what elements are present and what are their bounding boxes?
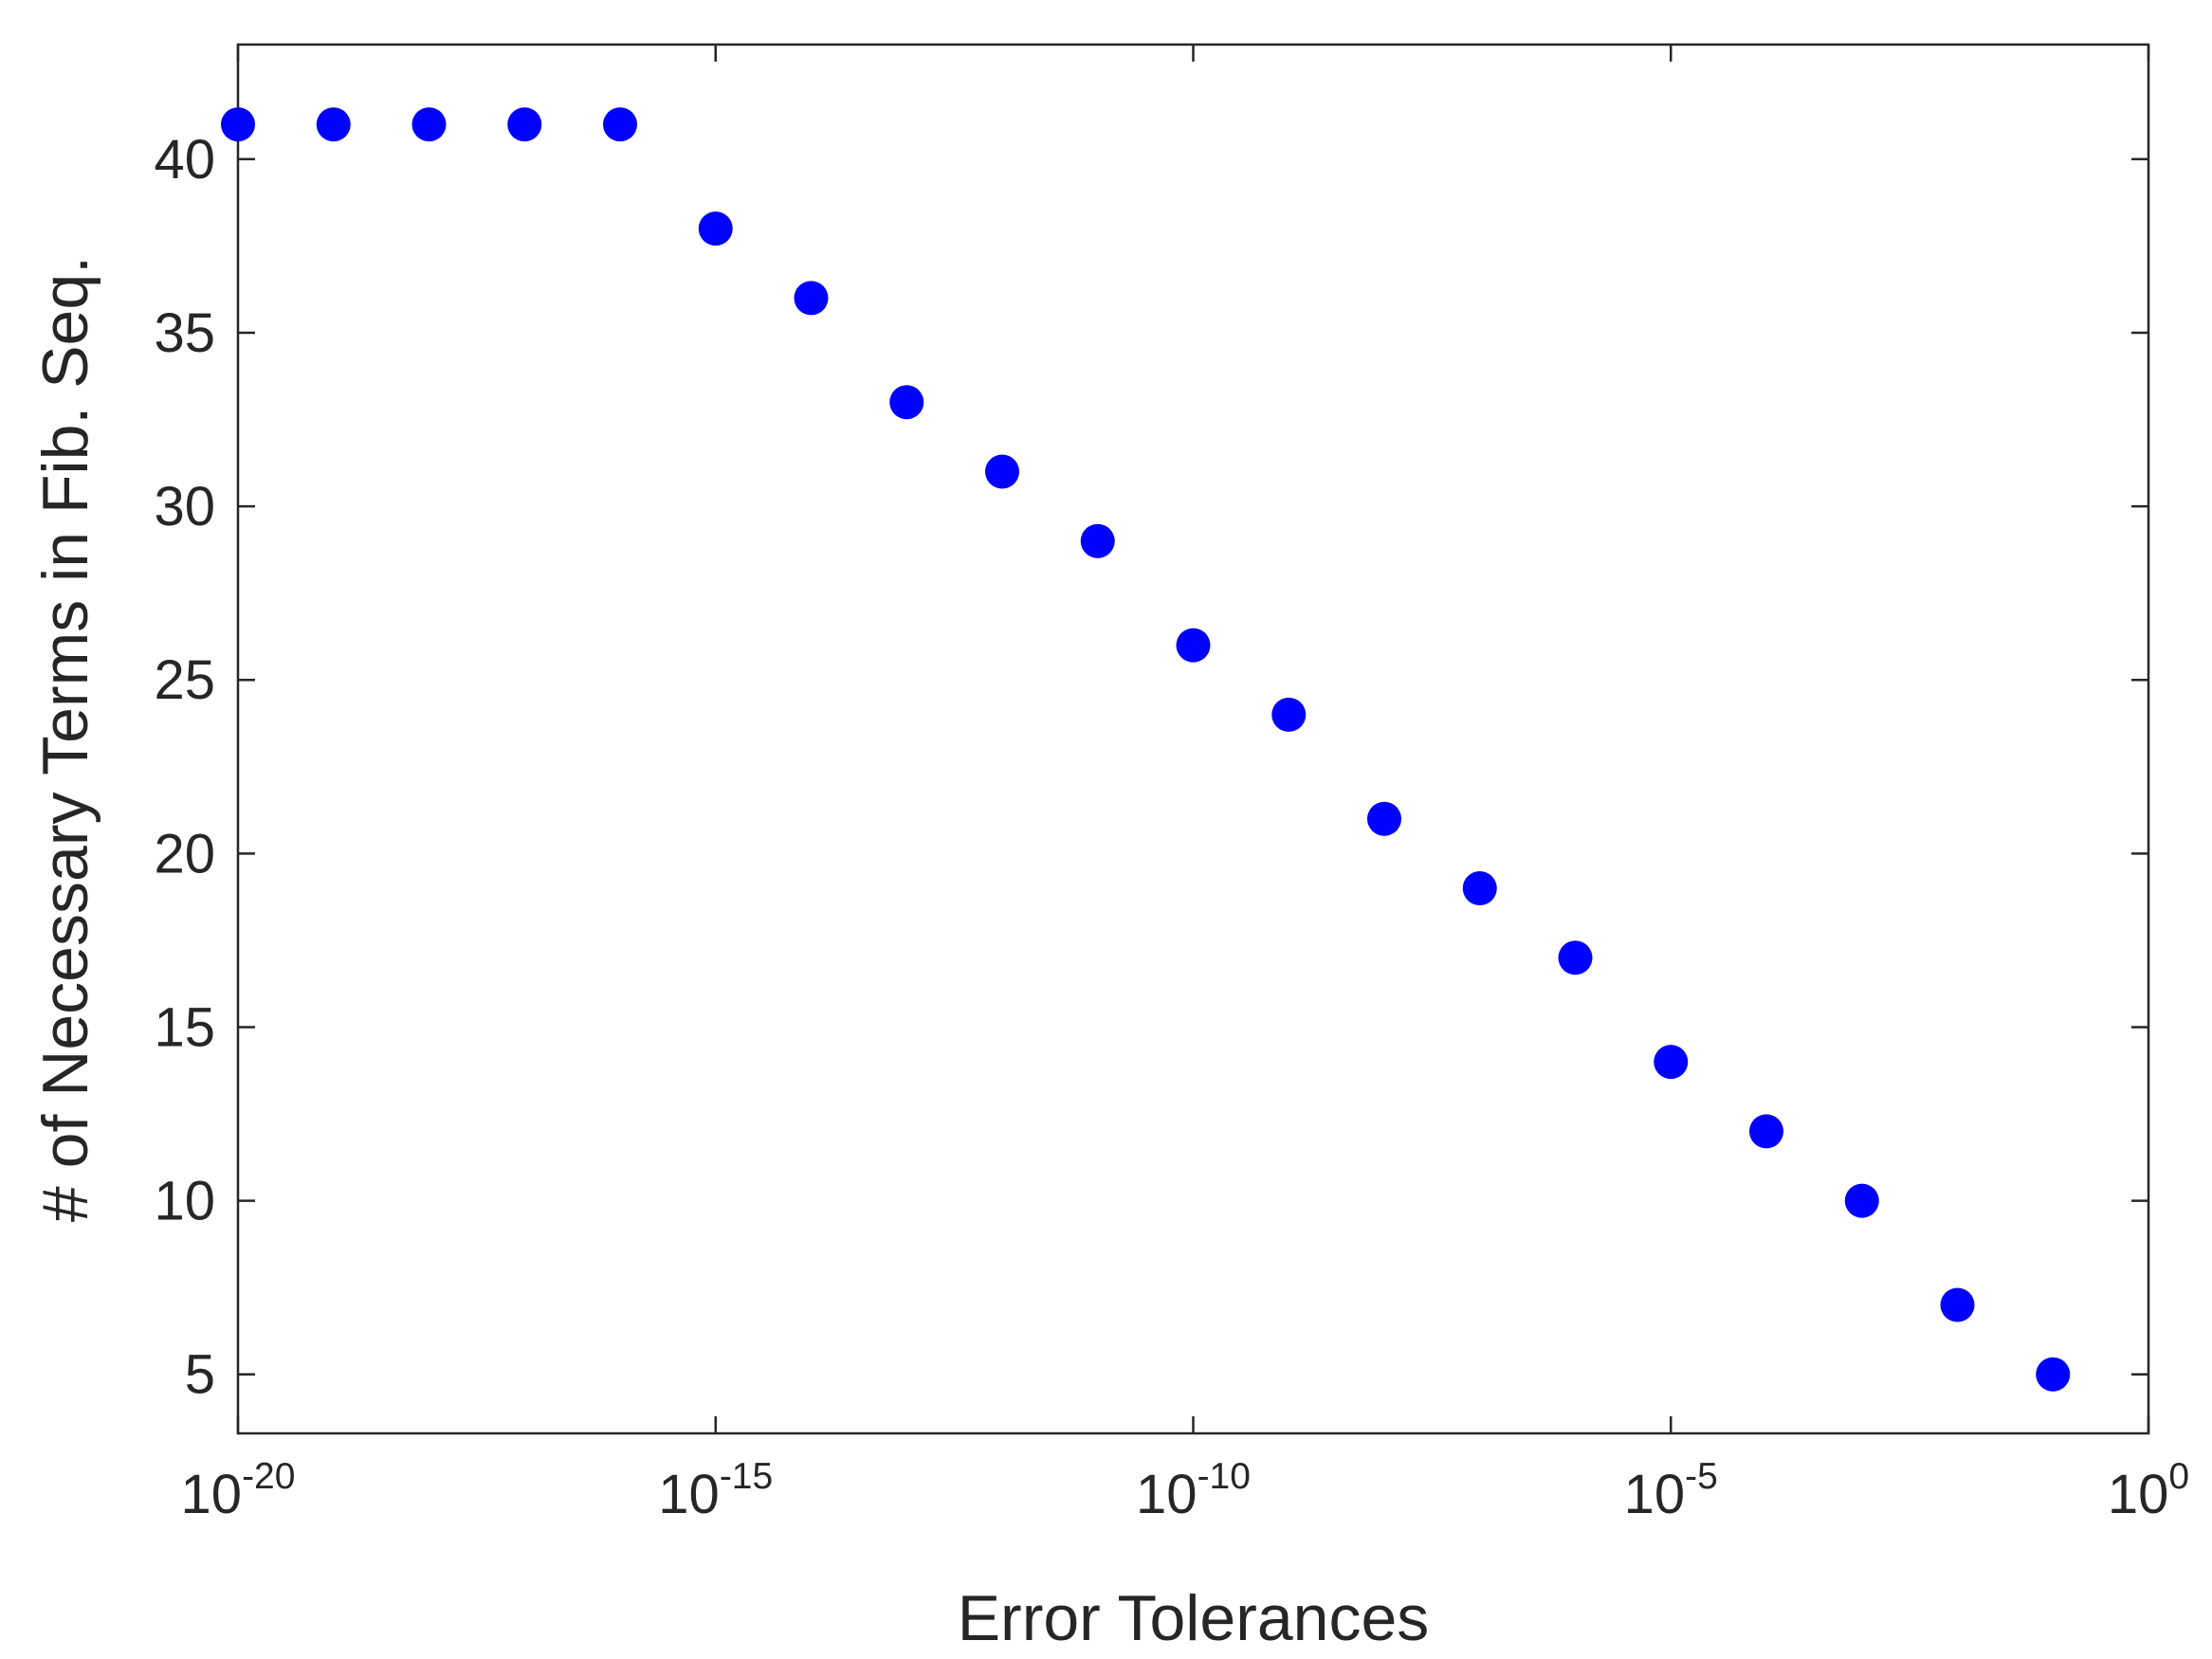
data-point [1558, 940, 1593, 975]
data-point [889, 385, 924, 420]
y-tick-label: 25 [154, 649, 215, 711]
data-point [2036, 1357, 2071, 1392]
data-point [316, 107, 351, 142]
data-point [1654, 1045, 1689, 1080]
data-points [221, 107, 2071, 1392]
y-tick-label: 15 [154, 996, 215, 1058]
x-tick-exponent: 0 [2168, 1456, 2189, 1497]
data-point [985, 454, 1019, 489]
y-axis: 5 10 15 20 25 30 35 40 [154, 129, 2148, 1406]
x-tick-base: 10 [2108, 1464, 2169, 1525]
y-axis-title: # of Necessary Terms in Fib. Seq. [29, 256, 101, 1222]
data-point [411, 107, 447, 142]
x-tick-label: 10-10 [1136, 1456, 1251, 1525]
x-tick-label: 10-5 [1624, 1456, 1718, 1525]
data-point [507, 107, 542, 142]
data-point [1462, 870, 1497, 905]
data-point [1749, 1114, 1783, 1149]
y-tick-label: 10 [154, 1171, 215, 1232]
data-point [698, 211, 733, 246]
plot-area [236, 43, 2150, 1435]
data-point [1940, 1287, 1975, 1322]
y-tick-label: 5 [185, 1344, 215, 1406]
x-tick-exponent: -10 [1197, 1456, 1251, 1497]
x-tick-base: 10 [181, 1464, 243, 1525]
x-tick-base: 10 [1624, 1464, 1686, 1525]
x-tick-exponent: -20 [242, 1456, 295, 1497]
data-point [794, 281, 829, 316]
x-tick-label: 10-20 [181, 1456, 296, 1525]
data-point [221, 107, 255, 142]
x-axis: 10-20 10-15 10-10 10-5 100 [181, 45, 2189, 1525]
data-point [1080, 523, 1115, 558]
y-tick-label: 40 [154, 129, 215, 191]
x-tick-exponent: -5 [1685, 1456, 1718, 1497]
x-tick-label: 10-15 [658, 1456, 773, 1525]
x-tick-exponent: -15 [720, 1456, 773, 1497]
data-point [1367, 801, 1401, 836]
x-tick-base: 10 [658, 1464, 720, 1525]
y-tick-label: 20 [154, 823, 215, 884]
data-point [1176, 628, 1211, 663]
data-point [1271, 697, 1307, 732]
y-tick-label: 30 [154, 476, 215, 538]
data-point [1844, 1183, 1879, 1218]
x-tick-base: 10 [1136, 1464, 1197, 1525]
data-point [603, 107, 637, 142]
x-axis-title: Error Tolerances [958, 1582, 1430, 1654]
y-tick-label: 35 [154, 302, 215, 364]
x-tick-label: 100 [2108, 1456, 2189, 1525]
